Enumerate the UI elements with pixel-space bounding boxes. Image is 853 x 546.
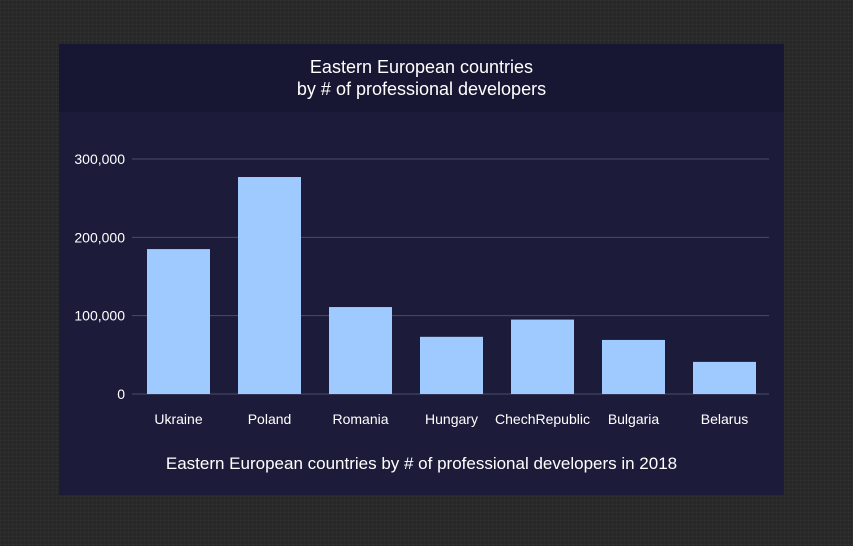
chart-title-line-1: Eastern European countries (309, 57, 534, 77)
bar-bulgaria (602, 339, 665, 394)
y-tick-label: 100,000 (74, 308, 125, 324)
bar-chart: 0 100,000 200,000 300,000 Ukraine Poland Roman… (74, 151, 769, 427)
bar-romania (329, 307, 392, 394)
bar-hungary (420, 336, 483, 394)
x-tick-label: Bulgaria (608, 411, 660, 427)
bar-ukraine (147, 249, 210, 394)
x-tick-label: ChechRepublic (495, 411, 590, 427)
bar-poland (238, 177, 301, 394)
x-tick-label: Hungary (425, 411, 478, 427)
x-tick-label: Belarus (701, 411, 748, 427)
chart-caption: Eastern European countries by # of profe… (165, 454, 678, 473)
y-tick-label: 200,000 (74, 229, 125, 245)
x-tick-label: Poland (248, 411, 292, 427)
bar-belarus (693, 361, 756, 394)
chart-title-line-2: by # of professional developers (296, 79, 547, 99)
x-tick-label: Romania (332, 411, 388, 427)
x-tick-label: Ukraine (154, 411, 202, 427)
bar-chechrepublic (511, 319, 574, 394)
chart-title: Eastern European countries by # of profe… (59, 44, 784, 112)
chart-card: Eastern European countries by # of profe… (59, 44, 784, 495)
y-tick-label: 0 (117, 386, 125, 402)
y-tick-label: 300,000 (74, 151, 125, 167)
